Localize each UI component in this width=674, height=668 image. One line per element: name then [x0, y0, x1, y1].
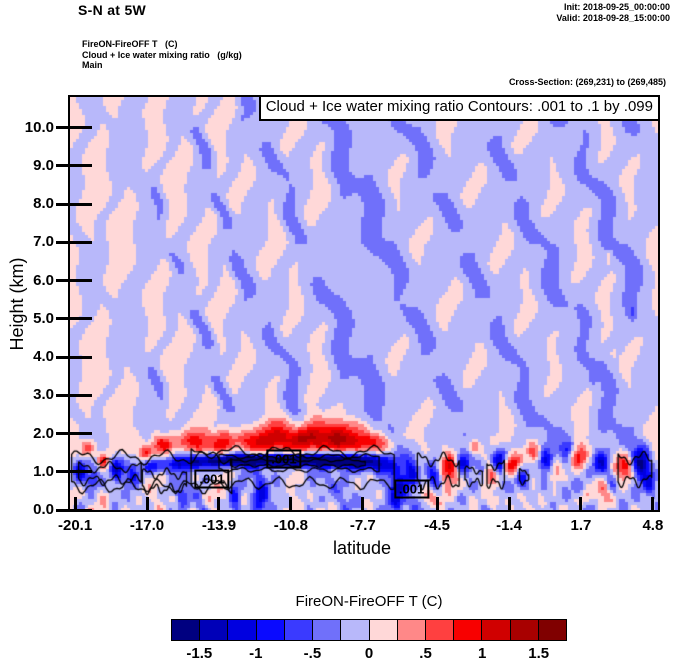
colorbar-tick-label: -1 — [249, 645, 263, 662]
colorbar-tick-label: 1.5 — [528, 645, 550, 662]
y-axis-tick — [56, 126, 92, 130]
colorbar-segment — [425, 620, 455, 640]
legend-line-shaded-field: FireON-FireOFF T (C) — [82, 39, 178, 49]
colorbar-segment — [538, 620, 567, 640]
colorbar-segment — [369, 620, 398, 640]
cross-section-plot: Cloud + Ice water mixing ratio Contours:… — [68, 95, 660, 512]
y-axis-tick-label: 9.0 — [33, 156, 54, 174]
legend-line-grid: Main — [82, 60, 103, 70]
y-axis-tick — [56, 317, 92, 321]
y-axis-tick-label: 5.0 — [33, 309, 54, 327]
colorbar-segment — [510, 620, 539, 640]
contour-value-label: .001 — [194, 469, 230, 489]
colorbar-segment — [200, 620, 229, 640]
x-axis-tick — [361, 497, 365, 510]
x-axis-tick — [435, 497, 439, 510]
contour-value-label: .001 — [266, 449, 302, 469]
y-axis-tick-label: 4.0 — [33, 348, 54, 366]
x-axis-tick-label: -4.5 — [424, 517, 451, 534]
x-axis-tick-label: 4.8 — [642, 517, 664, 534]
x-axis-tick — [289, 497, 293, 510]
colorbar-segment — [341, 620, 370, 640]
x-axis-tick — [507, 497, 511, 510]
x-axis-tick — [651, 497, 655, 510]
colorbar-segment — [482, 620, 511, 640]
colorbar — [171, 619, 567, 641]
colorbar-title: FireON-FireOFF T (C) — [295, 593, 443, 610]
colorbar-segment — [313, 620, 342, 640]
y-axis-tick-label: 3.0 — [33, 386, 54, 404]
contour-value-label: .001 — [393, 479, 430, 499]
y-axis-tick-label: 6.0 — [33, 271, 54, 289]
y-axis-tick — [56, 508, 92, 512]
page-title: S-N at 5W — [78, 2, 147, 18]
y-axis-tick — [56, 355, 92, 359]
x-axis-tick-label: -17.0 — [129, 517, 165, 534]
y-axis-tick-label: 0.0 — [33, 501, 54, 518]
y-axis-tick-label: 1.0 — [33, 462, 54, 480]
cross-section-coords: Cross-Section: (269,231) to (269,485) — [508, 77, 666, 87]
y-axis-tick — [56, 240, 92, 244]
x-axis-tick — [579, 497, 583, 510]
colorbar-tick-label: -1.5 — [186, 645, 213, 662]
x-axis-tick-label: -7.7 — [349, 517, 376, 534]
colorbar-tick-label: 0 — [364, 645, 374, 662]
x-axis-tick-label: -1.4 — [496, 517, 522, 534]
y-axis-tick — [56, 164, 92, 168]
colorbar-segment — [228, 620, 257, 640]
x-axis-tick-label: 1.7 — [570, 517, 592, 534]
init-time: Init: 2018-09-25_00:00:00 — [563, 2, 670, 12]
y-axis-tick-label: 7.0 — [33, 233, 54, 251]
valid-time: Valid: 2018-09-28_15:00:00 — [556, 13, 670, 23]
legend-line-contour-field: Cloud + Ice water mixing ratio (g/kg) — [82, 49, 242, 60]
y-axis-tick-label: 10.0 — [24, 118, 54, 136]
y-axis-tick — [56, 202, 92, 206]
field-legend: FireON-FireOFF T (C) Cloud + Ice water m… — [82, 39, 242, 71]
y-axis-tick — [56, 432, 92, 436]
x-axis-title: latitude — [332, 538, 392, 558]
y-axis-tick — [56, 470, 92, 474]
colorbar-segment — [454, 620, 483, 640]
colorbar-segment — [397, 620, 426, 640]
x-axis-tick-label: -20.1 — [57, 517, 93, 534]
colorbar-tick-label: 1 — [477, 645, 487, 662]
filled-contour-canvas — [70, 97, 658, 510]
colorbar-tick-label: .5 — [419, 645, 432, 662]
x-axis-tick-label: -10.8 — [273, 517, 308, 534]
x-axis-tick — [145, 497, 149, 510]
x-axis-tick-label: -13.9 — [201, 517, 237, 534]
colorbar-segment — [284, 620, 314, 640]
contour-info-box: Cloud + Ice water mixing ratio Contours:… — [258, 97, 658, 121]
y-axis-tick — [56, 279, 92, 283]
colorbar-tick-label: -.5 — [303, 645, 322, 662]
colorbar-segment — [172, 620, 201, 640]
y-axis-tick-label: 2.0 — [33, 424, 54, 442]
x-axis-tick — [73, 497, 77, 510]
y-axis-tick — [56, 393, 92, 397]
run-times: Init: 2018-09-25_00:00:00 Valid: 2018-09… — [556, 2, 670, 24]
y-axis-tick-label: 8.0 — [33, 195, 54, 213]
x-axis-tick — [217, 497, 221, 510]
colorbar-segment — [256, 620, 285, 640]
